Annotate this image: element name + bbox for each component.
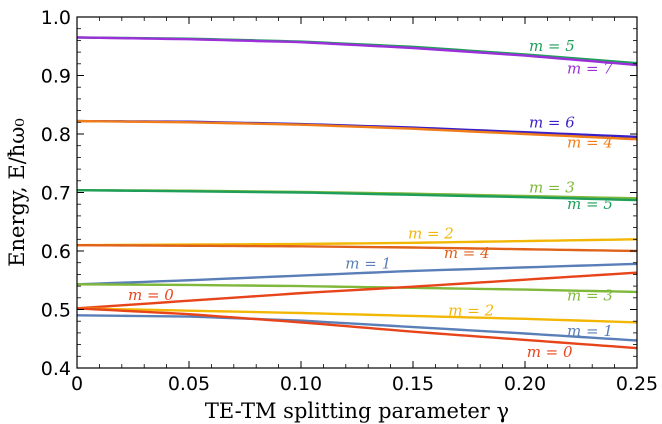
series-annotation: m = 4 [567,133,613,151]
series-annotation: m = 3 [529,179,575,197]
x-tick-label: 0.10 [280,373,322,395]
series-annotation: m = 0 [527,343,573,361]
y-tick-label: 0.4 [41,358,71,380]
series-annotation: m = 2 [448,301,494,319]
series-line-5 [76,188,638,202]
x-tick-label: 0.15 [392,373,434,395]
annotation-layer: m = 5m = 7m = 6m = 4m = 3m = 5m = 2m = 4… [128,37,613,361]
series-line-10 [76,271,638,310]
series-line-1 [76,36,638,67]
x-tick-label: 0 [71,373,83,395]
series-annotation: m = 1 [345,255,391,273]
x-axis-label: TE-TM splitting parameter γ [205,399,509,423]
y-tick-label: 0.8 [41,124,71,146]
series-line-7 [76,243,638,253]
series-annotation: m = 7 [567,60,613,78]
y-tick-label: 0.9 [41,66,71,88]
series-annotation: m = 1 [567,322,613,340]
series-annotation: m = 5 [529,37,575,55]
y-tick-label: 0.7 [41,183,71,205]
series-annotation: m = 5 [567,195,613,213]
series-annotation: m = 3 [567,287,613,305]
series-layer [76,36,638,350]
x-tick-label: 0.25 [616,373,658,395]
series-line-11 [76,307,638,324]
tick-layer: 0 0.05 0.10 0.15 0.20 0.25 0.4 0.5 0.6 0.7 0.8 0.9 1… [41,7,658,395]
x-tick-label: 0.05 [168,373,210,395]
series-annotation: m = 0 [128,286,174,304]
series-annotation: m = 6 [529,114,575,132]
series-annotation: m = 4 [444,244,490,262]
series-line-6 [76,238,638,247]
series-line-3 [76,119,638,141]
series-line-8 [76,262,638,286]
series-line-9 [76,283,638,294]
y-tick-label: 1.0 [41,7,71,29]
y-axis-label: Energy, E/ħω₀ [5,118,29,267]
y-tick-label: 0.5 [41,300,71,322]
x-tick-label: 0.20 [504,373,546,395]
series-annotation: m = 2 [408,225,454,243]
series-line-12 [76,314,638,342]
series-line-13 [76,307,638,350]
y-tick-label: 0.6 [41,241,71,263]
